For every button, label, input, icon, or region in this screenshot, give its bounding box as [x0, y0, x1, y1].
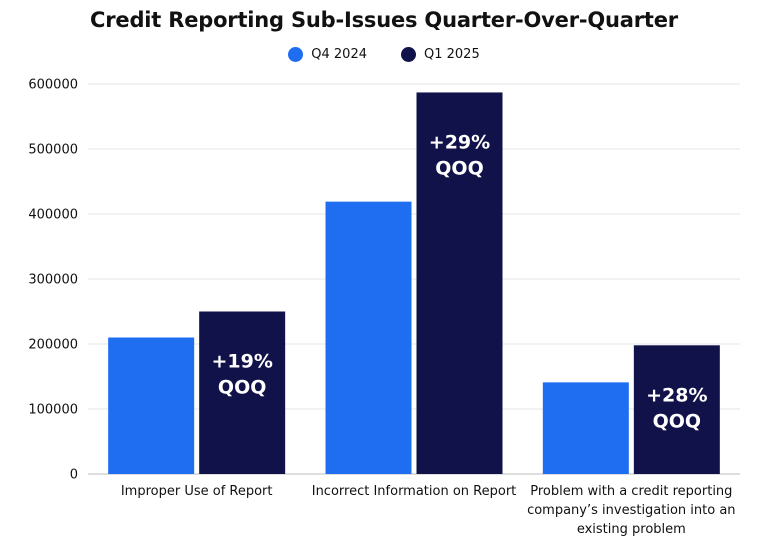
bar-annotation: +19% — [211, 351, 272, 373]
legend-item-q1-2025: Q1 2025 — [401, 47, 480, 62]
bar-annotation: QOQ — [218, 377, 266, 399]
legend-label-q4-2024: Q4 2024 — [311, 47, 367, 62]
y-tick-label: 300000 — [28, 273, 78, 288]
bar-q1-2025 — [633, 345, 720, 474]
category-label: Problem with a credit reporting — [530, 484, 732, 499]
bar-q4-2024 — [325, 201, 412, 474]
bar-q4-2024 — [542, 382, 629, 474]
y-tick-label: 200000 — [28, 338, 78, 353]
bar-q1-2025 — [199, 311, 286, 474]
bar-annotation: +29% — [429, 131, 490, 153]
bar-annotation: +28% — [646, 384, 707, 406]
bar-annotation: QOQ — [653, 410, 701, 432]
y-tick-label: 100000 — [28, 403, 78, 418]
category-label: existing problem — [577, 522, 686, 537]
legend-swatch-q1-2025 — [401, 47, 416, 62]
y-tick-label: 500000 — [28, 143, 78, 158]
bar-q4-2024 — [108, 337, 195, 474]
bar-q1-2025 — [416, 92, 503, 474]
legend: Q4 2024 Q1 2025 — [0, 47, 768, 62]
legend-swatch-q4-2024 — [288, 47, 304, 62]
bar-annotation: QOQ — [435, 157, 483, 179]
legend-item-q4-2024: Q4 2024 — [288, 47, 367, 62]
category-label: company’s investigation into an — [527, 503, 735, 518]
y-tick-label: 400000 — [28, 208, 78, 223]
category-label: Incorrect Information on Report — [312, 484, 517, 499]
chart-title: Credit Reporting Sub-Issues Quarter-Over… — [90, 8, 678, 32]
y-tick-label: 600000 — [28, 78, 78, 93]
legend-label-q1-2025: Q1 2025 — [424, 47, 480, 62]
y-tick-label: 0 — [70, 468, 78, 483]
category-label: Improper Use of Report — [121, 484, 273, 499]
